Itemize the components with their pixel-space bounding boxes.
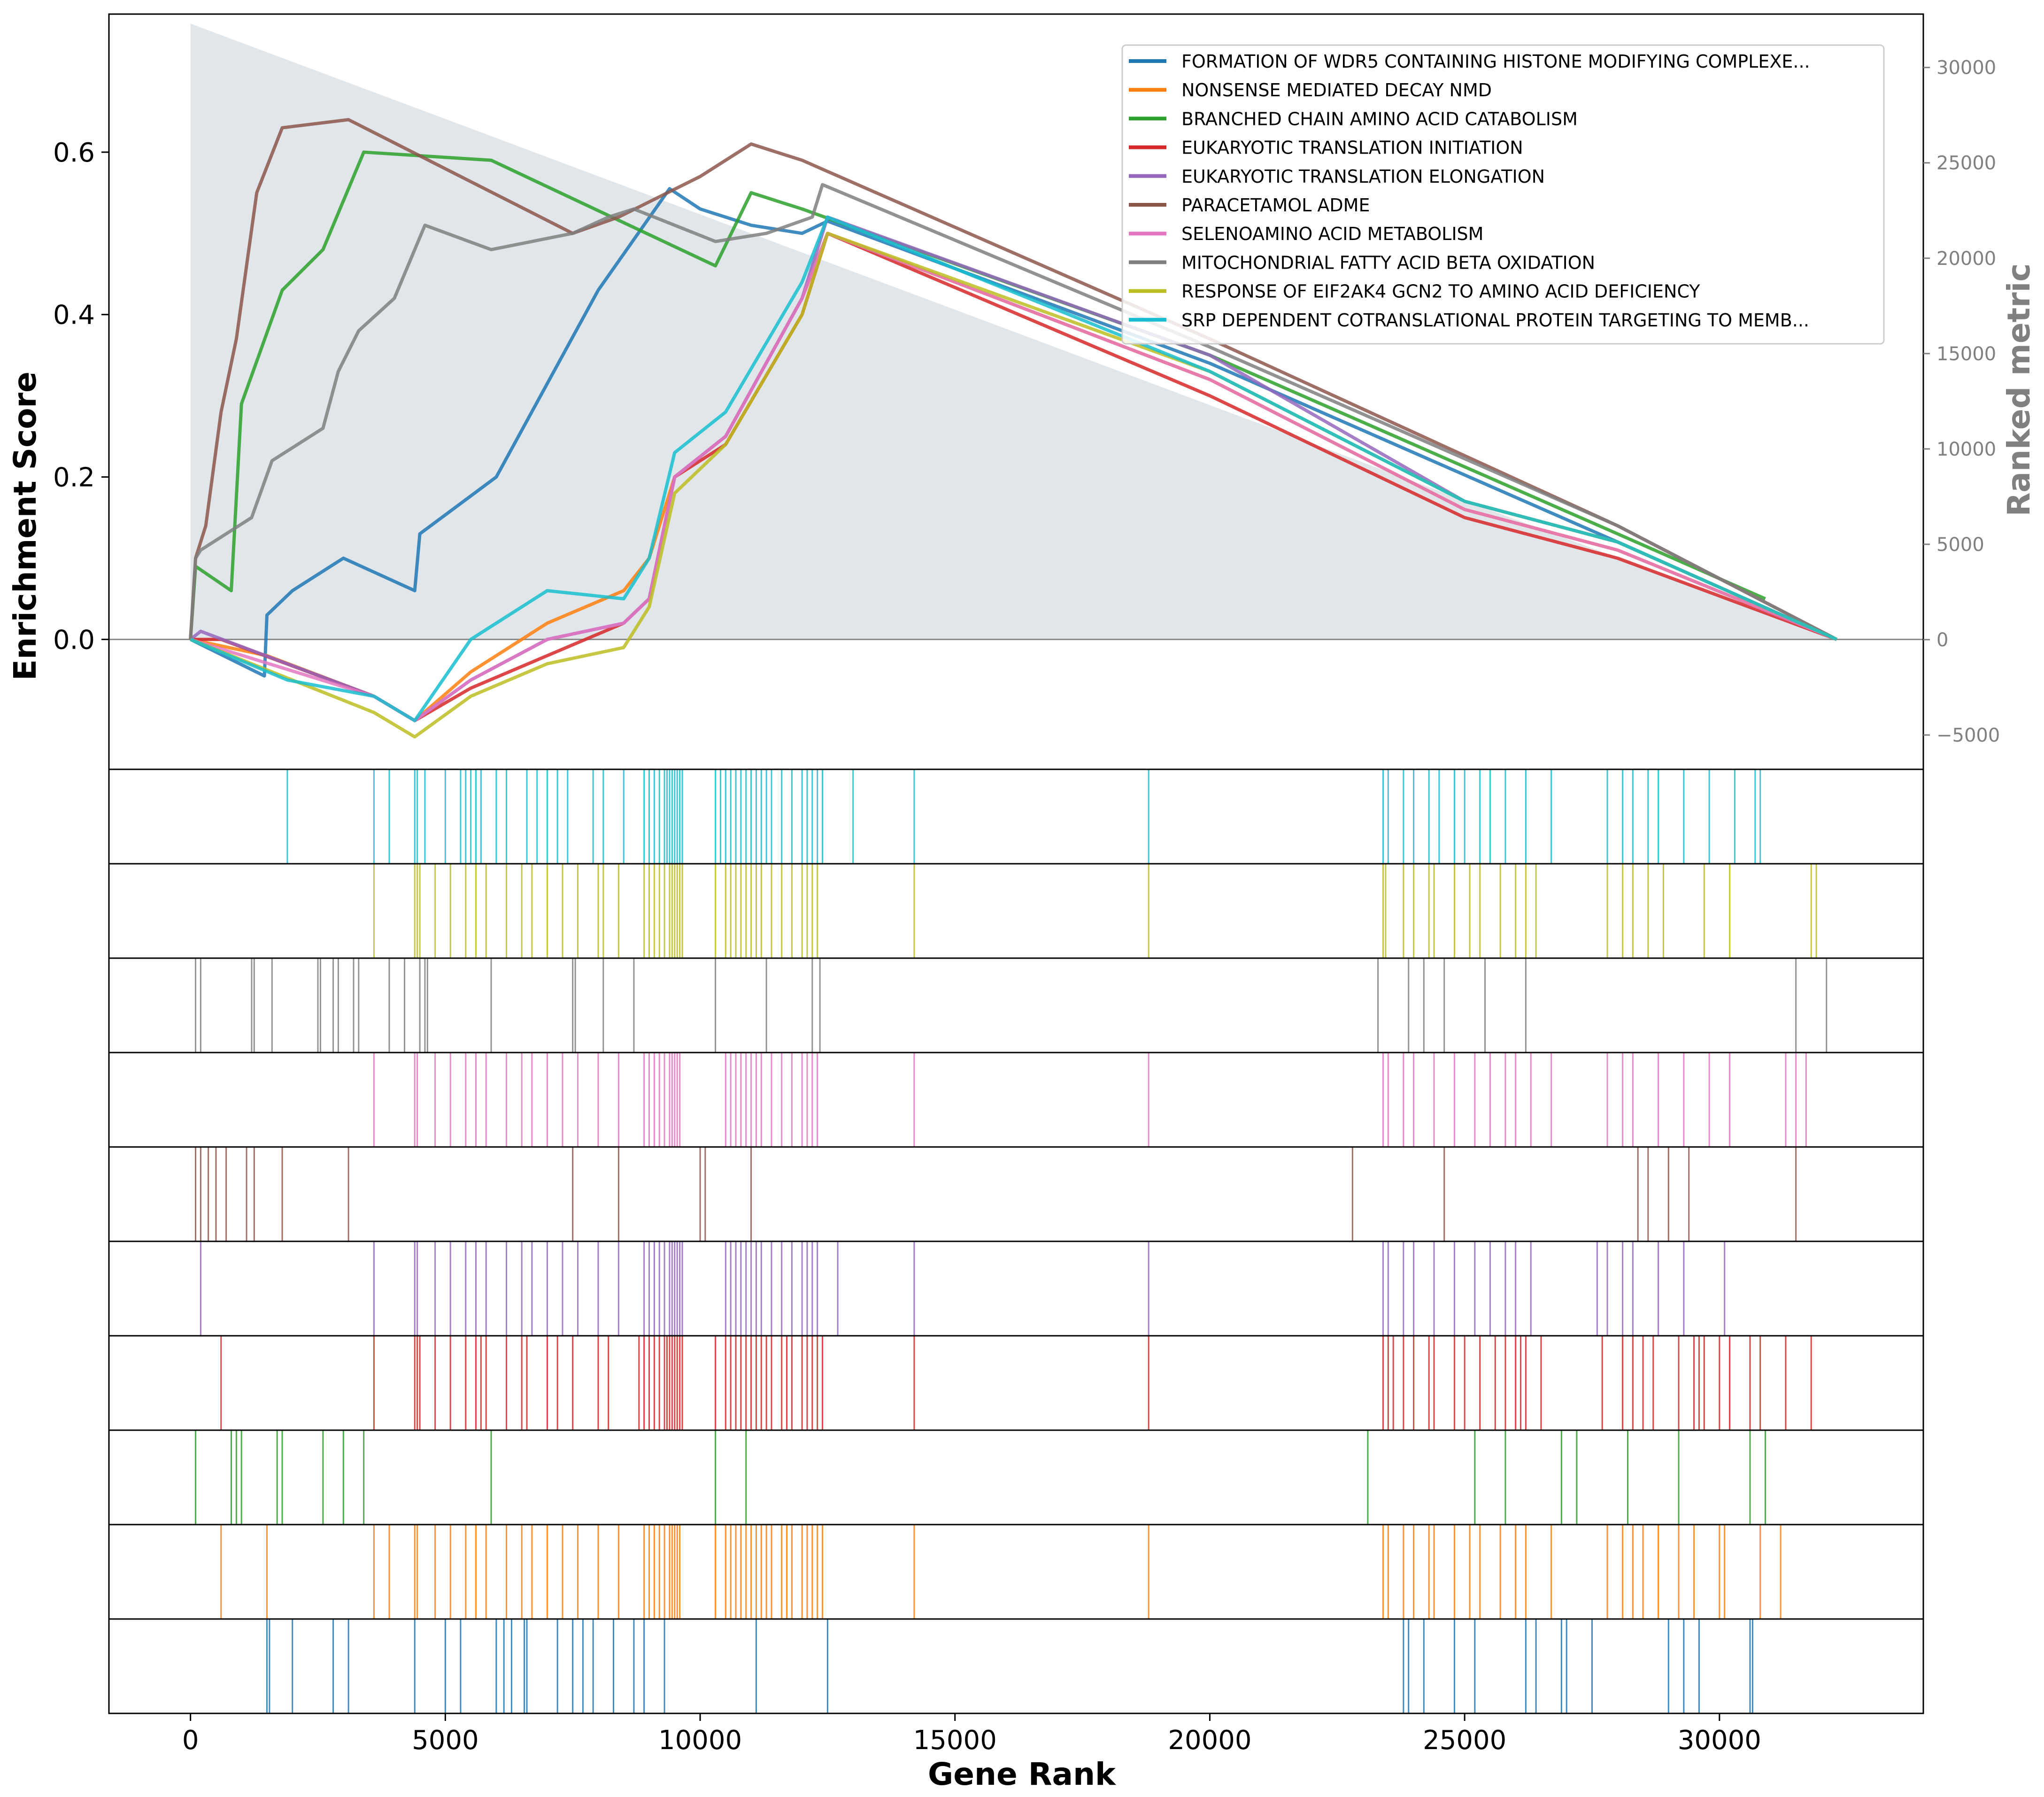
- ranked-metric-area: [190, 23, 1837, 640]
- legend-label: RESPONSE OF EIF2AK4 GCN2 TO AMINO ACID D…: [1181, 281, 1700, 302]
- y-right-tick-label: −5000: [1936, 725, 2000, 746]
- x-tick-label: 10000: [658, 1725, 742, 1756]
- legend-label: SELENOAMINO ACID METABOLISM: [1181, 224, 1483, 244]
- es-curve-7: [190, 232, 1837, 722]
- y-tick-label: 0.0: [53, 625, 95, 655]
- legend-box: [1121, 44, 1885, 345]
- x-tick-label: 25000: [1423, 1725, 1506, 1756]
- y-right-tick-label: 0: [1936, 629, 1948, 651]
- x-tick-label: 30000: [1678, 1725, 1761, 1756]
- x-tick-label: 5000: [412, 1725, 479, 1756]
- y-right-tick-label: 10000: [1936, 439, 1996, 460]
- y-axis-right-label: Ranked metric: [2001, 263, 2037, 517]
- x-axis-label: Gene Rank: [928, 1756, 1117, 1792]
- ranked-metric-layer: [190, 23, 1837, 640]
- y-tick-label: 0.2: [53, 463, 95, 493]
- y-right-tick-label: 5000: [1936, 534, 1984, 556]
- axes-layer: 0.0 0.2 0.4 0.6 −5000 0 5000 10000 15000 20000 250…: [53, 13, 2000, 1756]
- hit-strips-layer: [195, 769, 1828, 1713]
- y-tick-label: 0.4: [53, 300, 95, 331]
- legend-label: PARACETAMOL ADME: [1181, 195, 1370, 216]
- y-tick-label: 0.6: [53, 138, 95, 168]
- y-right-tick-label: 15000: [1936, 343, 1996, 365]
- x-tick-label: 0: [182, 1725, 199, 1756]
- legend-label: NONSENSE MEDIATED DECAY NMD: [1181, 80, 1492, 101]
- legend-label: SRP DEPENDENT COTRANSLATIONAL PROTEIN TA…: [1181, 310, 1809, 331]
- legend-label: MITOCHONDRIAL FATTY ACID BETA OXIDATION: [1181, 252, 1595, 273]
- es-curve-8: [189, 183, 1838, 641]
- y-axis-label: Enrichment Score: [7, 372, 43, 681]
- legend-label: EUKARYOTIC TRANSLATION ELONGATION: [1181, 166, 1545, 187]
- x-tick-label: 15000: [913, 1725, 997, 1756]
- y-right-tick-label: 20000: [1936, 248, 1996, 270]
- enrichment-score-layer: [109, 118, 1923, 739]
- legend-label: FORMATION OF WDR5 CONTAINING HISTONE MOD…: [1181, 51, 1810, 72]
- es-curve-10: [190, 215, 1837, 722]
- x-tick-label: 20000: [1168, 1725, 1251, 1756]
- legend: FORMATION OF WDR5 CONTAINING HISTONE MOD…: [1121, 44, 1885, 345]
- legend-label: BRANCHED CHAIN AMINO ACID CATABOLISM: [1181, 108, 1578, 129]
- es-curve-6: [189, 118, 1838, 641]
- y-right-tick-label: 25000: [1936, 153, 1996, 174]
- legend-label: EUKARYOTIC TRANSLATION INITIATION: [1181, 138, 1523, 158]
- y-right-tick-label: 30000: [1936, 57, 1996, 79]
- hit-strip-frame: [108, 1618, 1924, 1714]
